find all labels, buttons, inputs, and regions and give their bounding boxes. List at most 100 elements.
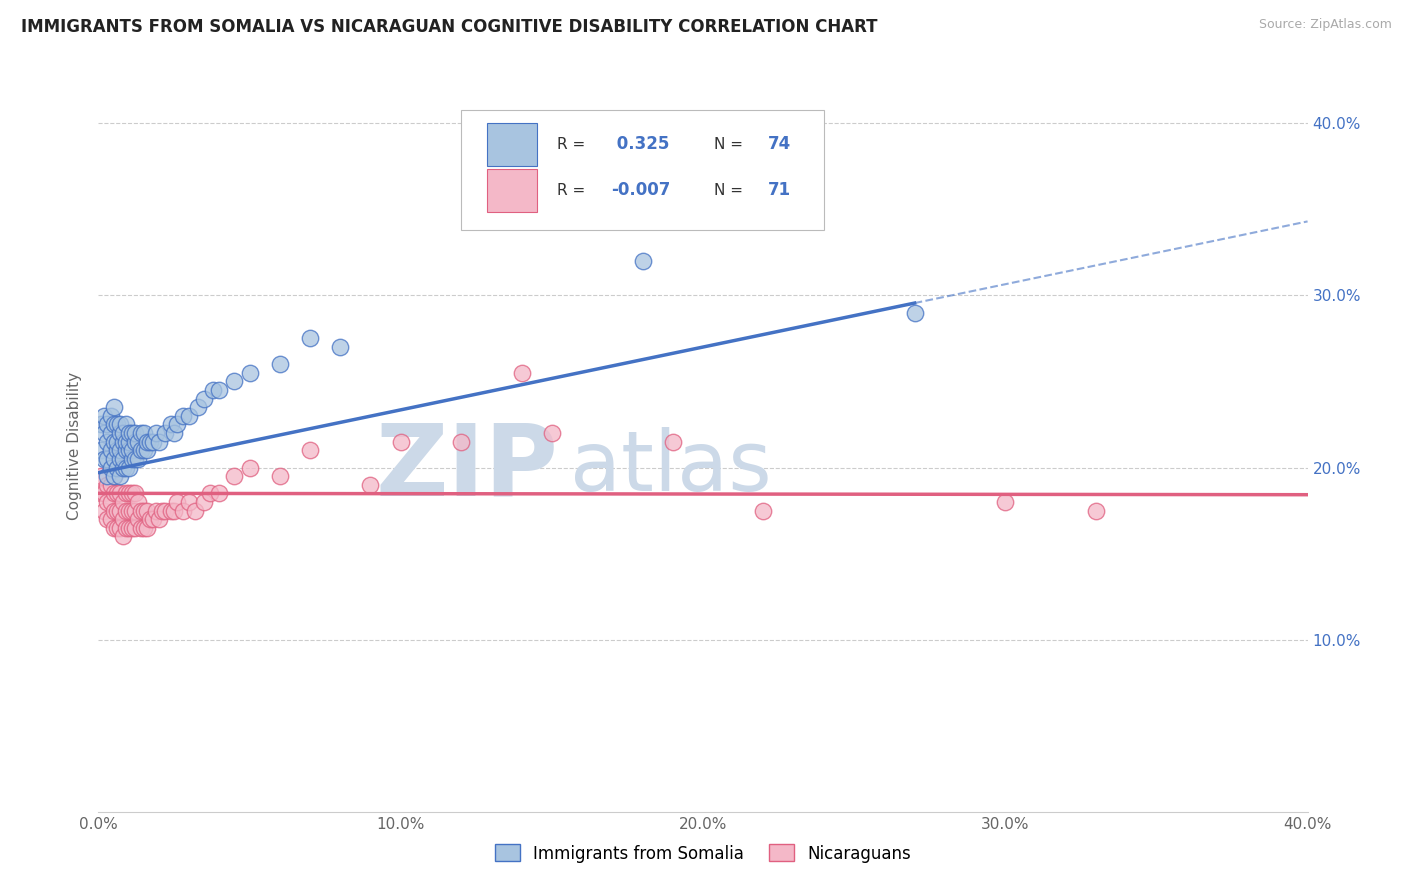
Point	[103, 469, 125, 483]
Point	[139, 434, 162, 449]
Point	[148, 434, 170, 449]
Text: 71: 71	[768, 181, 792, 199]
Point	[124, 486, 146, 500]
Point	[111, 460, 134, 475]
Point	[124, 434, 146, 449]
Point	[108, 426, 131, 441]
Point	[510, 366, 533, 380]
Point	[96, 495, 118, 509]
FancyBboxPatch shape	[486, 169, 537, 212]
Point	[111, 512, 134, 526]
Point	[269, 357, 291, 371]
Point	[105, 417, 128, 432]
Point	[661, 434, 683, 449]
Point	[160, 503, 183, 517]
Point	[631, 254, 654, 268]
Point	[111, 426, 134, 441]
Point	[100, 426, 122, 441]
Point	[118, 460, 141, 475]
Point	[163, 426, 186, 441]
Point	[142, 512, 165, 526]
Point	[132, 443, 155, 458]
Point	[127, 451, 149, 466]
Point	[90, 486, 112, 500]
Text: N =: N =	[714, 183, 742, 198]
Point	[105, 443, 128, 458]
Point	[148, 512, 170, 526]
FancyBboxPatch shape	[486, 123, 537, 166]
Point	[108, 443, 131, 458]
Point	[114, 434, 136, 449]
Point	[540, 426, 562, 441]
Point	[299, 443, 322, 458]
Text: N =: N =	[714, 136, 742, 152]
Point	[96, 434, 118, 449]
Point	[96, 417, 118, 432]
Point	[114, 417, 136, 432]
Point	[111, 529, 134, 543]
Point	[96, 512, 118, 526]
Point	[121, 503, 143, 517]
Point	[103, 401, 125, 415]
Point	[129, 503, 152, 517]
Point	[129, 521, 152, 535]
Point	[93, 503, 115, 517]
Point	[450, 434, 472, 449]
Point	[239, 460, 262, 475]
Point	[100, 477, 122, 491]
Point	[1085, 503, 1108, 517]
Point	[93, 451, 115, 466]
Point	[269, 469, 291, 483]
Point	[132, 503, 155, 517]
Point	[208, 383, 231, 397]
Text: Source: ZipAtlas.com: Source: ZipAtlas.com	[1258, 18, 1392, 31]
Point	[93, 486, 115, 500]
Point	[103, 469, 125, 483]
Point	[184, 503, 207, 517]
Text: IMMIGRANTS FROM SOMALIA VS NICARAGUAN COGNITIVE DISABILITY CORRELATION CHART: IMMIGRANTS FROM SOMALIA VS NICARAGUAN CO…	[21, 18, 877, 36]
Point	[93, 409, 115, 423]
Point	[208, 486, 231, 500]
Text: R =: R =	[557, 183, 585, 198]
Point	[150, 503, 173, 517]
Point	[172, 503, 194, 517]
Point	[202, 383, 225, 397]
Point	[108, 469, 131, 483]
Point	[121, 443, 143, 458]
Point	[111, 451, 134, 466]
Point	[114, 460, 136, 475]
Point	[179, 495, 201, 509]
Point	[108, 486, 131, 500]
Point	[100, 512, 122, 526]
Point	[118, 434, 141, 449]
Point	[389, 434, 412, 449]
Text: atlas: atlas	[569, 427, 772, 508]
Point	[90, 443, 112, 458]
Point	[114, 503, 136, 517]
Point	[118, 443, 141, 458]
Point	[90, 469, 112, 483]
Point	[127, 512, 149, 526]
Point	[163, 503, 186, 517]
FancyBboxPatch shape	[461, 110, 824, 230]
Point	[127, 495, 149, 509]
Point	[105, 486, 128, 500]
Point	[153, 503, 176, 517]
Point	[103, 503, 125, 517]
Point	[96, 469, 118, 483]
Point	[114, 443, 136, 458]
Point	[224, 375, 246, 389]
Point	[124, 521, 146, 535]
Point	[193, 495, 215, 509]
Point	[299, 331, 322, 345]
Point	[108, 451, 131, 466]
Point	[105, 503, 128, 517]
Point	[124, 451, 146, 466]
Point	[121, 451, 143, 466]
Point	[105, 434, 128, 449]
Point	[160, 417, 183, 432]
Text: 74: 74	[768, 136, 792, 153]
Point	[752, 503, 775, 517]
Text: ZIP: ZIP	[375, 419, 558, 516]
Point	[187, 401, 209, 415]
